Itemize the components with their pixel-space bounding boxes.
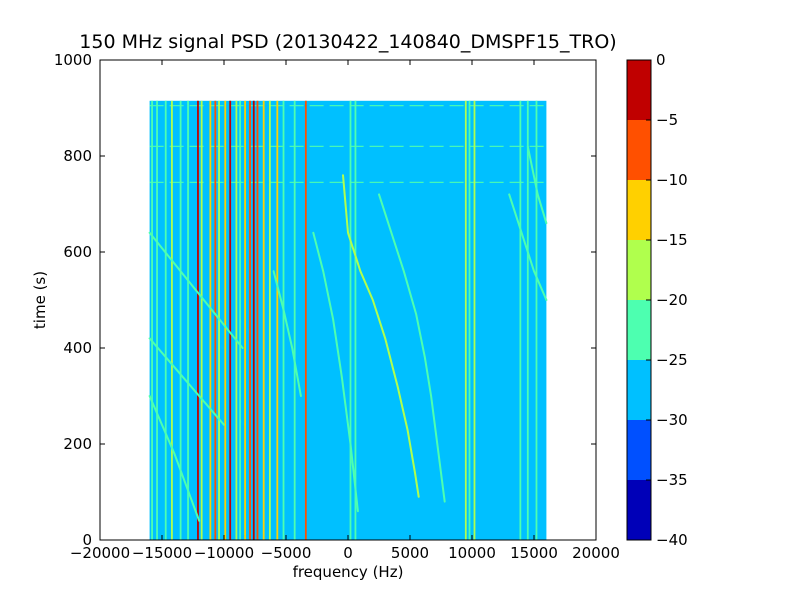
- colorbar-blocks: [627, 60, 651, 540]
- y-tick-label: 200: [63, 435, 92, 453]
- colorbar-tick-label: −30: [656, 411, 688, 429]
- colorbar-level-block: [627, 240, 651, 300]
- x-tick-label: 0: [343, 544, 353, 562]
- colorbar-level-block: [627, 300, 651, 360]
- y-tick-label: 400: [63, 339, 92, 357]
- psd-background-region: [149, 100, 547, 540]
- colorbar-ticks: 0 −5 −10 −15 −20 −25 −30 −35 −40: [646, 51, 688, 549]
- psd-track: [272, 270, 302, 397]
- x-tick-label: 20000: [572, 544, 620, 562]
- psd-track: [526, 145, 548, 225]
- psd-track: [148, 231, 244, 349]
- x-tick-label: −15000: [132, 544, 192, 562]
- psd-heatmap: [148, 100, 548, 540]
- x-axis-ticks: −20000 −15000 −10000 −5000 0 5000 10000 15000 20…: [70, 60, 620, 562]
- psd-track: [378, 193, 446, 503]
- psd-track: [312, 231, 359, 513]
- x-tick-label: −10000: [194, 544, 254, 562]
- colorbar-level-block: [627, 60, 651, 120]
- y-tick-label: 0: [82, 531, 92, 549]
- colorbar-tick-label: −40: [656, 531, 688, 549]
- y-tick-label: 600: [63, 243, 92, 261]
- x-tick-label: 15000: [510, 544, 558, 562]
- x-tick-label: 5000: [391, 544, 429, 562]
- colorbar-tick-label: −5: [656, 111, 678, 129]
- colorbar-tick-label: −20: [656, 291, 688, 309]
- y-tick-label: 800: [63, 147, 92, 165]
- colorbar-level-block: [627, 360, 651, 420]
- x-tick-label: −20000: [70, 544, 130, 562]
- y-axis-ticks: 0 200 400 600 800 1000: [54, 51, 596, 549]
- y-axis-label: time (s): [31, 271, 49, 329]
- colorbar-tick-label: 0: [656, 51, 666, 69]
- plot-area: −20000 −15000 −10000 −5000 0 5000 10000 15000 20…: [54, 51, 620, 562]
- psd-track: [342, 174, 420, 498]
- chart-title: 150 MHz signal PSD (20130422_140840_DMSP…: [79, 31, 616, 53]
- x-tick-label: −5000: [261, 544, 312, 562]
- colorbar-level-block: [627, 420, 651, 480]
- x-axis-label: frequency (Hz): [293, 563, 404, 581]
- colorbar-level-block: [627, 180, 651, 240]
- psd-track: [148, 395, 201, 522]
- colorbar-level-block: [627, 120, 651, 180]
- x-tick-label: 10000: [448, 544, 496, 562]
- colorbar-tick-label: −25: [656, 351, 688, 369]
- y-tick-label: 1000: [54, 51, 92, 69]
- colorbar-tick-label: −10: [656, 171, 688, 189]
- psd-track: [148, 337, 225, 426]
- colorbar: 0 −5 −10 −15 −20 −25 −30 −35 −40: [626, 51, 688, 549]
- psd-track: [508, 193, 548, 301]
- colorbar-level-block: [627, 480, 651, 540]
- colorbar-tick-label: −15: [656, 231, 688, 249]
- colorbar-tick-label: −35: [656, 471, 688, 489]
